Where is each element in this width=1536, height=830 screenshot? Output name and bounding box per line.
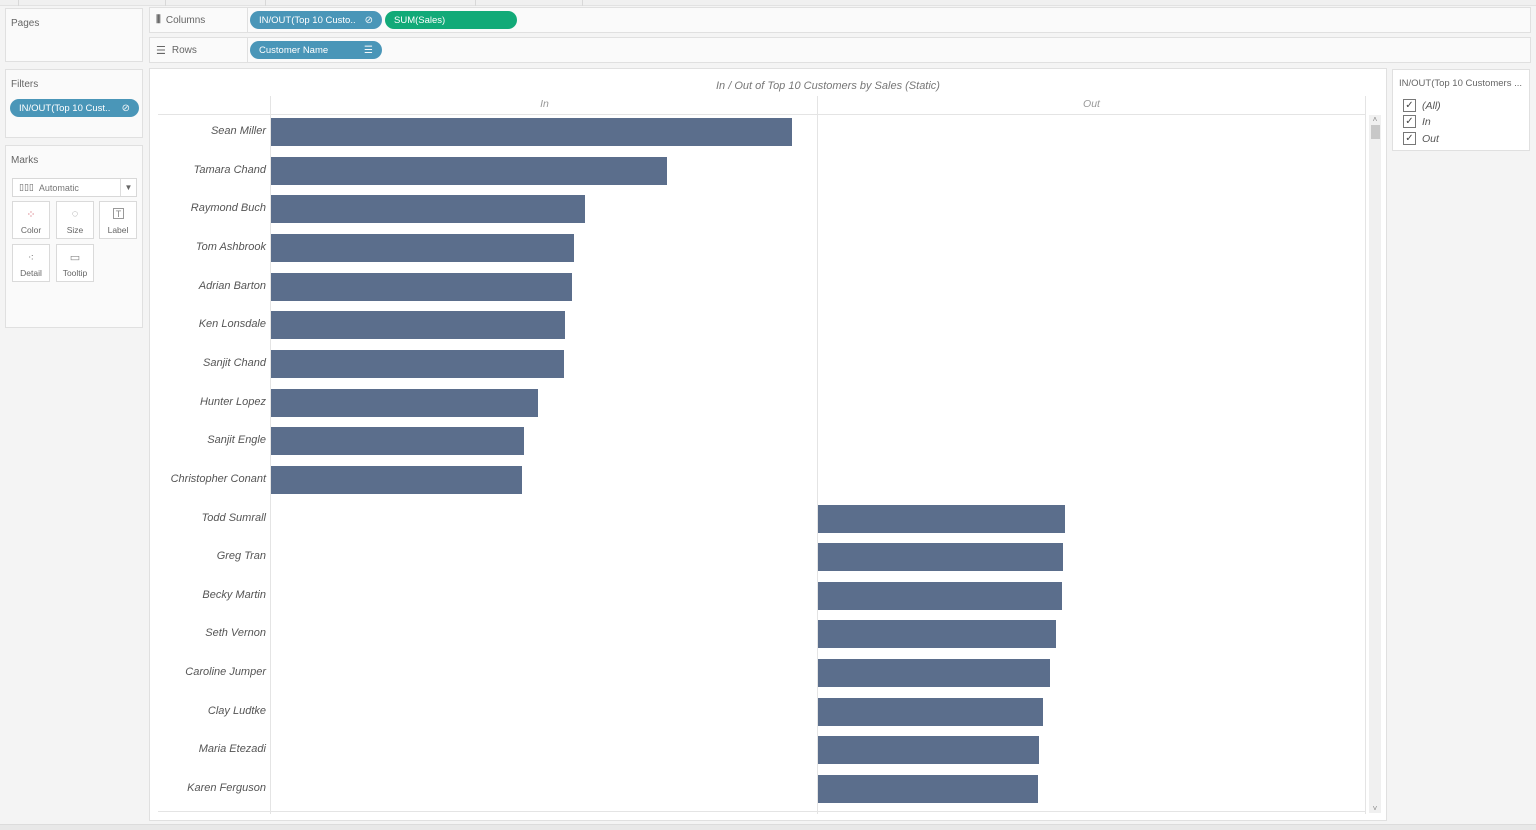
bar-out[interactable]: [818, 697, 1043, 726]
row-label[interactable]: Tom Ashbrook: [195, 240, 266, 253]
row-label[interactable]: Hunter Lopez: [199, 395, 266, 408]
header-divider: [158, 114, 1366, 115]
sort-descending-icon[interactable]: ☰: [364, 44, 373, 56]
mark-type-dropdown[interactable]: ▯▯▯ Automatic ▼: [12, 178, 137, 197]
bottom-divider: [158, 811, 1366, 812]
marks-color-button[interactable]: ⁘ Color: [12, 201, 50, 239]
row-label[interactable]: Maria Etezadi: [198, 743, 266, 756]
row-label[interactable]: Todd Sumrall: [201, 511, 266, 524]
rows-pill-customer-name[interactable]: Customer Name ☰: [250, 41, 382, 59]
row-label[interactable]: Clay Ludtke: [207, 704, 266, 717]
rows-icon: ☰: [156, 44, 166, 57]
columns-pill-inout-set[interactable]: IN/OUT(Top 10 Custo.. ⊘: [250, 11, 382, 29]
bar-in[interactable]: [271, 349, 564, 378]
rows-shelf-label: ☰ Rows: [150, 38, 248, 62]
bar-out[interactable]: [818, 543, 1063, 572]
bar-in[interactable]: [271, 272, 572, 301]
marks-label-button[interactable]: T Label: [99, 201, 137, 239]
rows-shelf[interactable]: ☰ Rows Customer Name ☰: [149, 37, 1531, 63]
column-header-in[interactable]: In: [540, 98, 549, 110]
inout-filter-card: IN/OUT(Top 10 Customers ... ✓ (All) ✓ In…: [1392, 69, 1530, 151]
row-label[interactable]: Becky Martin: [202, 588, 266, 601]
row-label[interactable]: Karen Ferguson: [187, 782, 266, 795]
label-icon: T: [113, 208, 124, 219]
bar-in[interactable]: [271, 118, 792, 146]
bar-out[interactable]: [818, 659, 1050, 688]
marks-title: Marks: [11, 155, 39, 166]
column-header-out[interactable]: Out: [1083, 98, 1100, 110]
marks-size-button[interactable]: ◌ Size: [56, 201, 94, 239]
bar-in[interactable]: [271, 465, 522, 494]
sheet-tab-bar[interactable]: [0, 824, 1536, 830]
viz-canvas[interactable]: In / Out of Top 10 Customers by Sales (S…: [149, 68, 1387, 821]
bar-in[interactable]: [271, 195, 585, 224]
pages-title: Pages: [11, 18, 40, 29]
bar-in[interactable]: [271, 427, 524, 456]
pages-card[interactable]: Pages: [5, 8, 143, 62]
marks-card: Marks ▯▯▯ Automatic ▼ ⁘ Color ◌ Size T L…: [5, 145, 143, 328]
filters-title: Filters: [11, 79, 39, 90]
row-label[interactable]: Caroline Jumper: [185, 666, 266, 679]
color-icon: ⁘: [26, 209, 36, 221]
row-label[interactable]: Tamara Chand: [193, 163, 266, 176]
bar-out[interactable]: [818, 581, 1062, 610]
bar-chart-icon: ▯▯▯: [19, 182, 34, 192]
filter-option-all[interactable]: ✓ (All): [1403, 99, 1441, 112]
filter-pill-inout-set[interactable]: IN/OUT(Top 10 Cust.. ⊘: [10, 99, 139, 117]
row-header-divider: [270, 96, 271, 814]
row-label[interactable]: Sanjit Chand: [203, 356, 266, 369]
set-icon: ⊘: [364, 14, 373, 26]
bar-in[interactable]: [271, 156, 667, 185]
checkbox-checked-icon[interactable]: ✓: [1403, 132, 1416, 145]
vertical-scrollbar[interactable]: ˄ ˅: [1369, 115, 1381, 813]
bar-out[interactable]: [818, 736, 1039, 765]
size-icon: ◌: [71, 208, 79, 220]
columns-icon: ⦀: [156, 13, 161, 26]
row-label[interactable]: Christopher Conant: [170, 472, 266, 485]
scroll-up-icon[interactable]: ˄: [1372, 115, 1378, 124]
row-label[interactable]: Seth Vernon: [205, 627, 266, 640]
bar-in[interactable]: [271, 388, 538, 417]
bar-out[interactable]: [818, 504, 1065, 533]
checkbox-checked-icon[interactable]: ✓: [1403, 99, 1416, 112]
row-label[interactable]: Sean Miller: [210, 125, 266, 137]
chart-title: In / Out of Top 10 Customers by Sales (S…: [716, 80, 940, 92]
row-label[interactable]: Adrian Barton: [198, 279, 266, 292]
bar-out[interactable]: [818, 620, 1056, 649]
columns-pill-sum-sales[interactable]: SUM(Sales): [385, 11, 517, 29]
checkbox-checked-icon[interactable]: ✓: [1403, 115, 1416, 128]
bar-in[interactable]: [271, 311, 565, 340]
scroll-down-icon[interactable]: ˅: [1372, 804, 1378, 813]
filter-option-in[interactable]: ✓ In: [1403, 115, 1431, 128]
columns-shelf[interactable]: ⦀ Columns IN/OUT(Top 10 Custo.. ⊘ SUM(Sa…: [149, 7, 1531, 33]
chevron-down-icon[interactable]: ▼: [120, 179, 136, 196]
detail-icon: ⁖: [27, 252, 35, 264]
top-tab-strip: [0, 0, 1536, 6]
filters-card[interactable]: Filters IN/OUT(Top 10 Cust.. ⊘: [5, 69, 143, 138]
marks-detail-button[interactable]: ⁖ Detail: [12, 244, 50, 282]
bar-out[interactable]: [818, 775, 1038, 804]
tooltip-icon: ▭: [69, 252, 81, 264]
row-label[interactable]: Ken Lonsdale: [198, 318, 266, 331]
row-label[interactable]: Sanjit Engle: [207, 434, 266, 447]
marks-tooltip-button[interactable]: ▭ Tooltip: [56, 244, 94, 282]
scrollbar-thumb[interactable]: [1371, 125, 1380, 139]
row-label[interactable]: Raymond Buch: [190, 202, 266, 215]
columns-shelf-label: ⦀ Columns: [150, 8, 248, 32]
set-icon: ⊘: [121, 102, 130, 114]
filter-option-out[interactable]: ✓ Out: [1403, 132, 1439, 145]
pane-right-edge: [1365, 96, 1366, 814]
row-label[interactable]: Greg Tran: [216, 550, 266, 563]
pane-divider: [817, 96, 818, 814]
filter-card-title: IN/OUT(Top 10 Customers ...: [1399, 78, 1523, 89]
bar-in[interactable]: [271, 233, 574, 262]
